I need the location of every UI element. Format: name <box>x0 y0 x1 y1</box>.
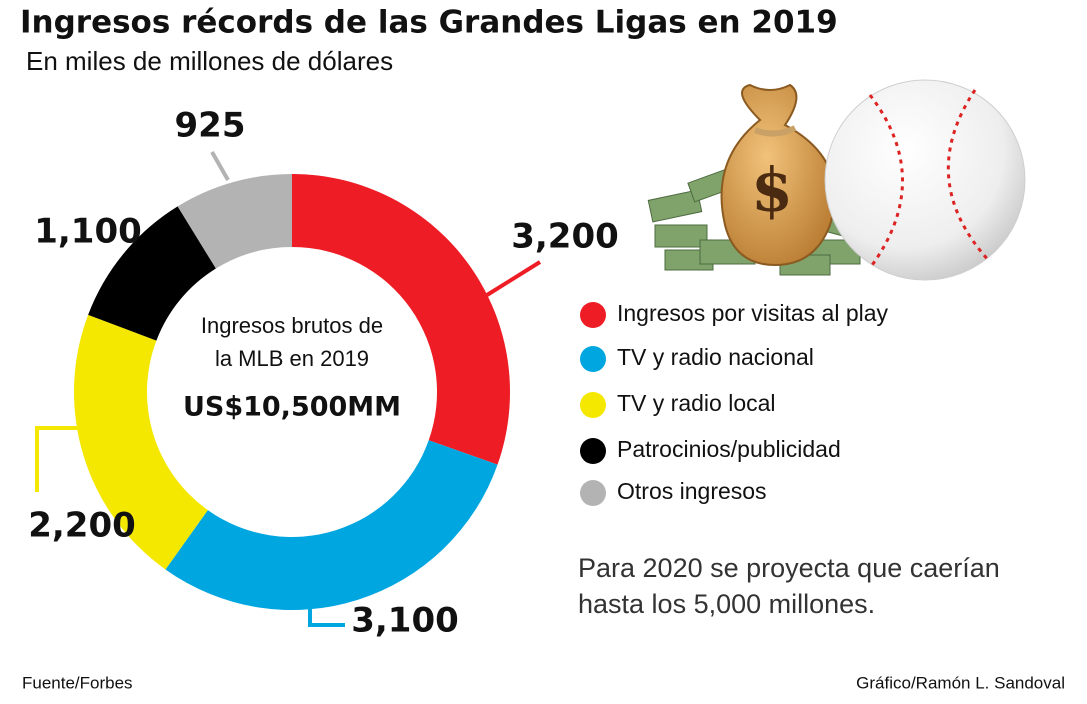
center-text: Ingresos brutos de <box>201 313 383 338</box>
donut-segment <box>88 206 216 341</box>
data-label: 3,100 <box>351 601 459 641</box>
data-label: 3,200 <box>511 217 619 257</box>
illustration: $ <box>647 79 1026 281</box>
legend-marker <box>580 480 606 506</box>
leader-line <box>210 151 230 181</box>
legend-marker <box>580 302 606 328</box>
center-text: la MLB en 2019 <box>215 346 369 371</box>
legend-label: Patrocinios/publicidad <box>617 436 841 462</box>
legend-label: Otros ingresos <box>617 478 767 504</box>
svg-text:$: $ <box>751 156 793 226</box>
source: Fuente/Forbes <box>22 673 133 692</box>
data-label: 925 <box>175 106 246 146</box>
donut-segment <box>73 314 208 570</box>
donut-segment <box>177 174 292 269</box>
legend-label: TV y radio nacional <box>617 344 814 370</box>
data-label: 2,200 <box>28 506 136 546</box>
legend-label: Ingresos por visitas al play <box>617 300 889 326</box>
legend-label: TV y radio local <box>617 390 776 416</box>
note: Para 2020 se proyecta que caerían <box>578 553 1000 583</box>
note: hasta los 5,000 millones. <box>578 589 875 619</box>
chart-subtitle: En miles de millones de dólares <box>26 46 393 76</box>
leader-line <box>35 426 118 492</box>
legend-marker <box>580 346 606 372</box>
total-label: US$10,500MM <box>183 392 401 423</box>
leader-line <box>485 260 542 297</box>
donut-segment <box>292 174 510 465</box>
donut-segment <box>165 440 498 610</box>
legend-marker <box>580 438 606 464</box>
legend-marker <box>580 392 606 418</box>
leader-line <box>308 598 345 627</box>
chart-title: Ingresos récords de las Grandes Ligas en… <box>20 5 838 41</box>
credit: Gráfico/Ramón L. Sandoval <box>856 673 1065 692</box>
data-label: 1,100 <box>34 212 142 252</box>
